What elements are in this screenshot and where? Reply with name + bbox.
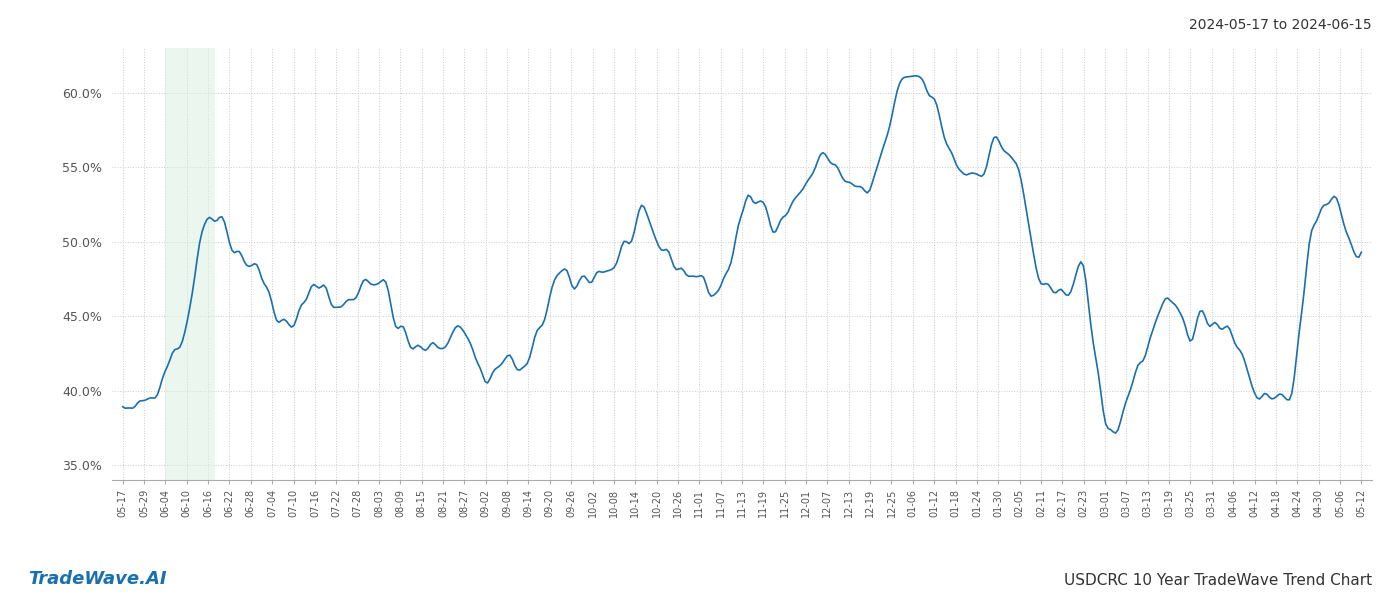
Text: 2024-05-17 to 2024-06-15: 2024-05-17 to 2024-06-15 bbox=[1190, 18, 1372, 32]
Text: TradeWave.AI: TradeWave.AI bbox=[28, 570, 167, 588]
Bar bbox=[165, 48, 214, 480]
Text: USDCRC 10 Year TradeWave Trend Chart: USDCRC 10 Year TradeWave Trend Chart bbox=[1064, 573, 1372, 588]
